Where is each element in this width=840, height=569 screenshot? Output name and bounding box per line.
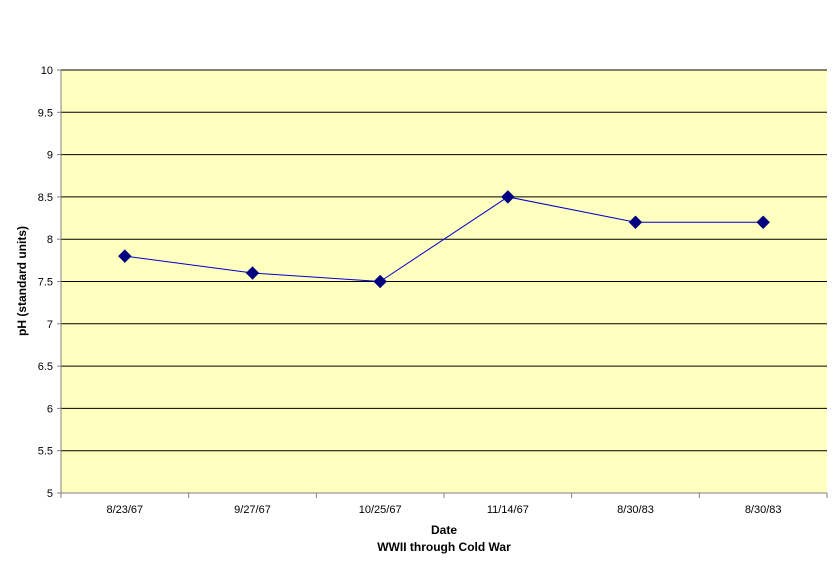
series-ph <box>118 190 770 289</box>
data-point-marker <box>501 190 515 204</box>
y-tick-label: 5.5 <box>38 446 53 458</box>
series-line <box>124 196 764 283</box>
data-point-marker <box>756 215 770 229</box>
y-tick-label: 7 <box>47 319 53 331</box>
x-tick-label: 8/23/67 <box>106 504 143 516</box>
data-point-marker <box>628 215 643 229</box>
y-tick-label: 6.5 <box>38 361 53 373</box>
x-tick-label: 8/30/83 <box>617 504 654 516</box>
data-point-marker <box>118 249 132 263</box>
y-tick-label: 8.5 <box>38 192 53 204</box>
y-tick-label: 9 <box>47 150 53 162</box>
y-axis-ticks: 5 5.5 6 6.5 7 7.5 8 8.5 9 9.5 10 <box>38 65 61 500</box>
x-tick-label: 9/27/67 <box>234 504 271 516</box>
data-point-marker <box>245 266 260 280</box>
y-tick-label: 6 <box>47 403 53 415</box>
data-point-marker <box>373 274 387 289</box>
x-axis-subtitle: WWII through Cold War <box>377 540 511 554</box>
x-tick-label: 11/14/67 <box>487 504 529 516</box>
x-axis-ticks: 8/23/67 9/27/67 10/25/67 11/14/67 8/30/83 8/3… <box>60 493 828 516</box>
y-axis-title: pH (standard units) <box>15 226 29 336</box>
x-axis-title: Date <box>431 523 457 537</box>
y-tick-label: 8 <box>47 234 53 246</box>
x-tick-label: 10/25/67 <box>359 504 402 516</box>
y-tick-label: 7.5 <box>38 277 53 289</box>
x-tick-label: 8/30/83 <box>745 504 782 516</box>
y-tick-label: 5 <box>47 488 53 500</box>
y-tick-label: 10 <box>41 65 53 77</box>
y-tick-label: 9.5 <box>38 107 53 119</box>
